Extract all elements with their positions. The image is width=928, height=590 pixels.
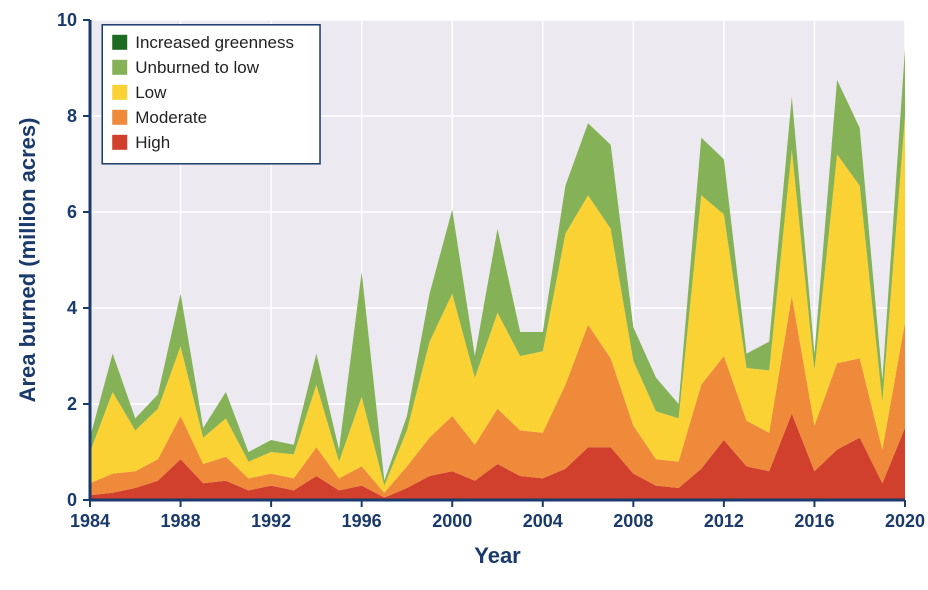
legend-swatch-moderate: [112, 110, 127, 125]
x-tick-label: 2008: [613, 511, 653, 531]
y-tick-label: 8: [67, 106, 77, 126]
x-tick-label: 1984: [70, 511, 110, 531]
x-tick-label: 1992: [251, 511, 291, 531]
x-tick-label: 2016: [794, 511, 834, 531]
y-tick-label: 2: [67, 394, 77, 414]
area-burned-chart: 1984198819921996200020042008201220162020…: [0, 0, 928, 590]
x-axis-title: Year: [474, 543, 521, 568]
y-tick-label: 0: [67, 490, 77, 510]
legend: Increased greenness Unburned to low Low Mod…: [102, 25, 320, 164]
x-tick-label: 2000: [432, 511, 472, 531]
x-tick-label: 2012: [704, 511, 744, 531]
x-tick-label: 2020: [885, 511, 925, 531]
x-tick-label: 2004: [523, 511, 563, 531]
y-tick-label: 10: [57, 10, 77, 30]
legend-label-low: Low: [135, 83, 167, 102]
x-tick-label: 1988: [161, 511, 201, 531]
legend-label-high: High: [135, 133, 170, 152]
x-tick-label: 1996: [342, 511, 382, 531]
legend-label-unburned_to_low: Unburned to low: [135, 58, 260, 77]
y-tick-label: 6: [67, 202, 77, 222]
legend-swatch-high: [112, 135, 127, 150]
chart-svg: 1984198819921996200020042008201220162020…: [0, 0, 928, 590]
legend-swatch-unburned_to_low: [112, 60, 127, 75]
legend-label-moderate: Moderate: [135, 108, 207, 127]
legend-label-increased_greenness: Increased greenness: [135, 33, 294, 52]
y-axis-title: Area burned (million acres): [15, 118, 40, 403]
legend-swatch-increased_greenness: [112, 35, 127, 50]
y-tick-label: 4: [67, 298, 77, 318]
legend-swatch-low: [112, 85, 127, 100]
